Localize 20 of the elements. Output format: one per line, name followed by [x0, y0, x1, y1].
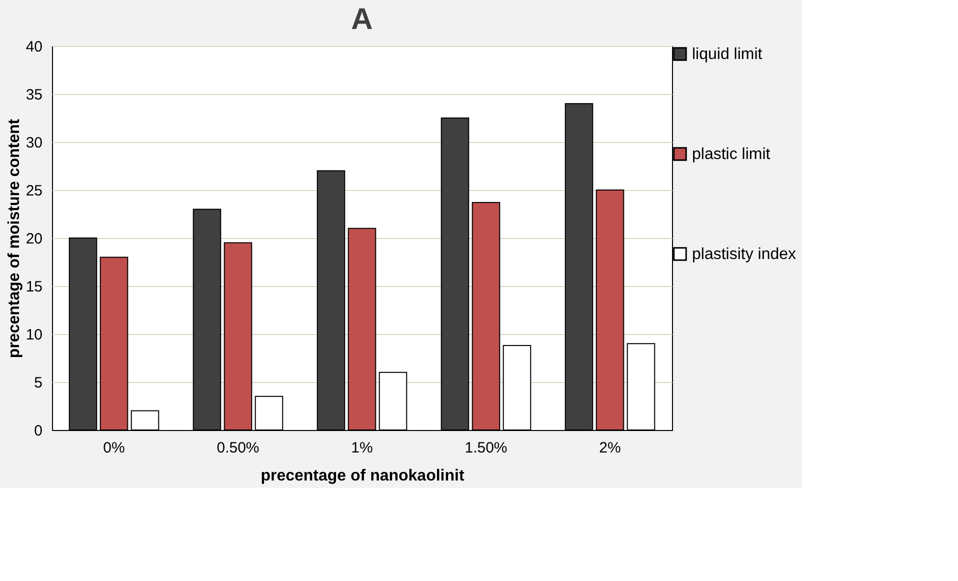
y-tick-label: 10	[26, 326, 42, 344]
y-tick-label: 30	[26, 134, 42, 152]
y-tick-label: 20	[26, 230, 42, 248]
y-tick-label: 5	[34, 374, 42, 392]
x-tick-label: 2%	[599, 440, 621, 456]
x-axis-title: precentage of nanokaolinit	[260, 468, 465, 484]
x-tick-label: 1%	[351, 440, 373, 456]
y-tick-label: 25	[26, 182, 42, 200]
legend-label: plastisity index	[692, 246, 796, 263]
y-tick-label: 15	[26, 278, 42, 296]
x-tick-label: 0%	[103, 440, 125, 456]
y-tick-label: 40	[26, 38, 42, 56]
x-tick-label: 0.50%	[216, 440, 260, 456]
y-axis-title: precentage of moisture content	[6, 118, 23, 358]
chart-title: A	[351, 3, 373, 36]
legend-label: plastic limit	[692, 146, 771, 163]
legend-label: liquid limit	[692, 46, 763, 63]
x-tick-label: 1.50%	[464, 440, 508, 456]
y-tick-label: 35	[26, 86, 42, 104]
y-tick-label: 0	[34, 422, 42, 440]
